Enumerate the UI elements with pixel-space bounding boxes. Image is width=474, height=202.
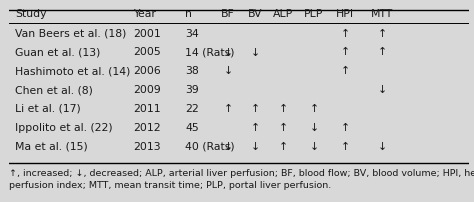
Text: ↑: ↑ bbox=[377, 47, 386, 58]
Text: 38: 38 bbox=[185, 66, 199, 76]
Text: ↓: ↓ bbox=[223, 66, 232, 76]
Text: PLP: PLP bbox=[304, 9, 324, 19]
Text: Li et al. (17): Li et al. (17) bbox=[15, 104, 81, 114]
Text: ALP: ALP bbox=[273, 9, 293, 19]
Text: ↓: ↓ bbox=[223, 47, 232, 58]
Text: Year: Year bbox=[133, 9, 155, 19]
Text: BV: BV bbox=[248, 9, 263, 19]
Text: 2011: 2011 bbox=[133, 104, 160, 114]
Text: ↓: ↓ bbox=[310, 142, 319, 152]
Text: HPI: HPI bbox=[336, 9, 354, 19]
Text: ↑: ↑ bbox=[251, 104, 260, 114]
Text: ↑: ↑ bbox=[279, 142, 288, 152]
Text: ↑: ↑ bbox=[340, 66, 350, 76]
Text: 2006: 2006 bbox=[133, 66, 161, 76]
Text: 45: 45 bbox=[185, 123, 199, 133]
Text: 22: 22 bbox=[185, 104, 199, 114]
Text: Chen et al. (8): Chen et al. (8) bbox=[15, 85, 93, 95]
Text: 2005: 2005 bbox=[133, 47, 161, 58]
Text: Guan et al. (13): Guan et al. (13) bbox=[15, 47, 100, 58]
Text: perfusion index; MTT, mean transit time; PLP, portal liver perfusion.: perfusion index; MTT, mean transit time;… bbox=[9, 181, 332, 190]
Text: BF: BF bbox=[221, 9, 235, 19]
Text: ↑: ↑ bbox=[340, 29, 350, 39]
Text: ↑: ↑ bbox=[279, 123, 288, 133]
Text: MTT: MTT bbox=[371, 9, 393, 19]
Text: 40 (Rats): 40 (Rats) bbox=[185, 142, 235, 152]
Text: ↑: ↑ bbox=[279, 104, 288, 114]
Text: 39: 39 bbox=[185, 85, 199, 95]
Text: ↑: ↑ bbox=[377, 29, 386, 39]
Text: ↓: ↓ bbox=[223, 142, 232, 152]
Text: ↑: ↑ bbox=[340, 142, 350, 152]
Text: ↑: ↑ bbox=[223, 104, 232, 114]
Text: ↑: ↑ bbox=[251, 123, 260, 133]
Text: ↑: ↑ bbox=[340, 47, 350, 58]
Text: ↓: ↓ bbox=[310, 123, 319, 133]
Text: ↑, increased; ↓, decreased; ALP, arterial liver perfusion; BF, blood flow; BV, b: ↑, increased; ↓, decreased; ALP, arteria… bbox=[9, 169, 474, 178]
Text: ↑: ↑ bbox=[340, 123, 350, 133]
Text: Hashimoto et al. (14): Hashimoto et al. (14) bbox=[15, 66, 130, 76]
Text: Study: Study bbox=[15, 9, 46, 19]
Text: ↑: ↑ bbox=[310, 104, 319, 114]
Text: ↓: ↓ bbox=[377, 85, 386, 95]
Text: 2013: 2013 bbox=[133, 142, 160, 152]
Text: Ma et al. (15): Ma et al. (15) bbox=[15, 142, 88, 152]
Text: 34: 34 bbox=[185, 29, 199, 39]
Text: 2009: 2009 bbox=[133, 85, 161, 95]
Text: ↓: ↓ bbox=[251, 47, 260, 58]
Text: n: n bbox=[185, 9, 192, 19]
Text: ↓: ↓ bbox=[377, 142, 386, 152]
Text: 2012: 2012 bbox=[133, 123, 160, 133]
Text: ↓: ↓ bbox=[251, 142, 260, 152]
Text: Van Beers et al. (18): Van Beers et al. (18) bbox=[15, 29, 127, 39]
Text: Ippolito et al. (22): Ippolito et al. (22) bbox=[15, 123, 113, 133]
Text: 14 (Rats): 14 (Rats) bbox=[185, 47, 235, 58]
Text: 2001: 2001 bbox=[133, 29, 161, 39]
